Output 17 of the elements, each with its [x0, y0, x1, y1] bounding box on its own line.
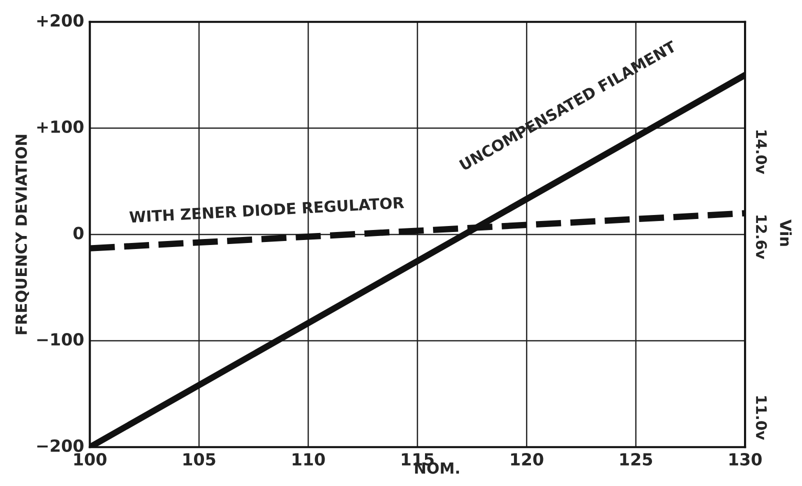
- x-tick-label: 110: [292, 452, 325, 466]
- x-tick-label: 100: [74, 452, 106, 466]
- x-tick-label: 120: [511, 452, 544, 466]
- y-tick-label: −200: [37, 439, 84, 452]
- y-axis-title: FREQUENCY DEVIATION: [15, 134, 30, 334]
- y-tick-label: +100: [37, 120, 84, 134]
- x-tick-label: 105: [184, 452, 216, 466]
- text: 12.6v: [756, 216, 767, 260]
- text: 11.0v: [756, 396, 767, 440]
- y-tick-label: 0: [73, 226, 84, 240]
- x-tick-label: 125: [620, 452, 652, 466]
- x-tick-label: 130: [730, 452, 762, 466]
- y-tick-label: −100: [37, 333, 84, 346]
- y-tick-label: +200: [37, 14, 84, 27]
- annotation: WITH ZENER DIODE REGULATOR: [129, 196, 404, 223]
- text: 14.0v: [756, 130, 767, 174]
- y2-axis-title: Vin: [780, 220, 792, 246]
